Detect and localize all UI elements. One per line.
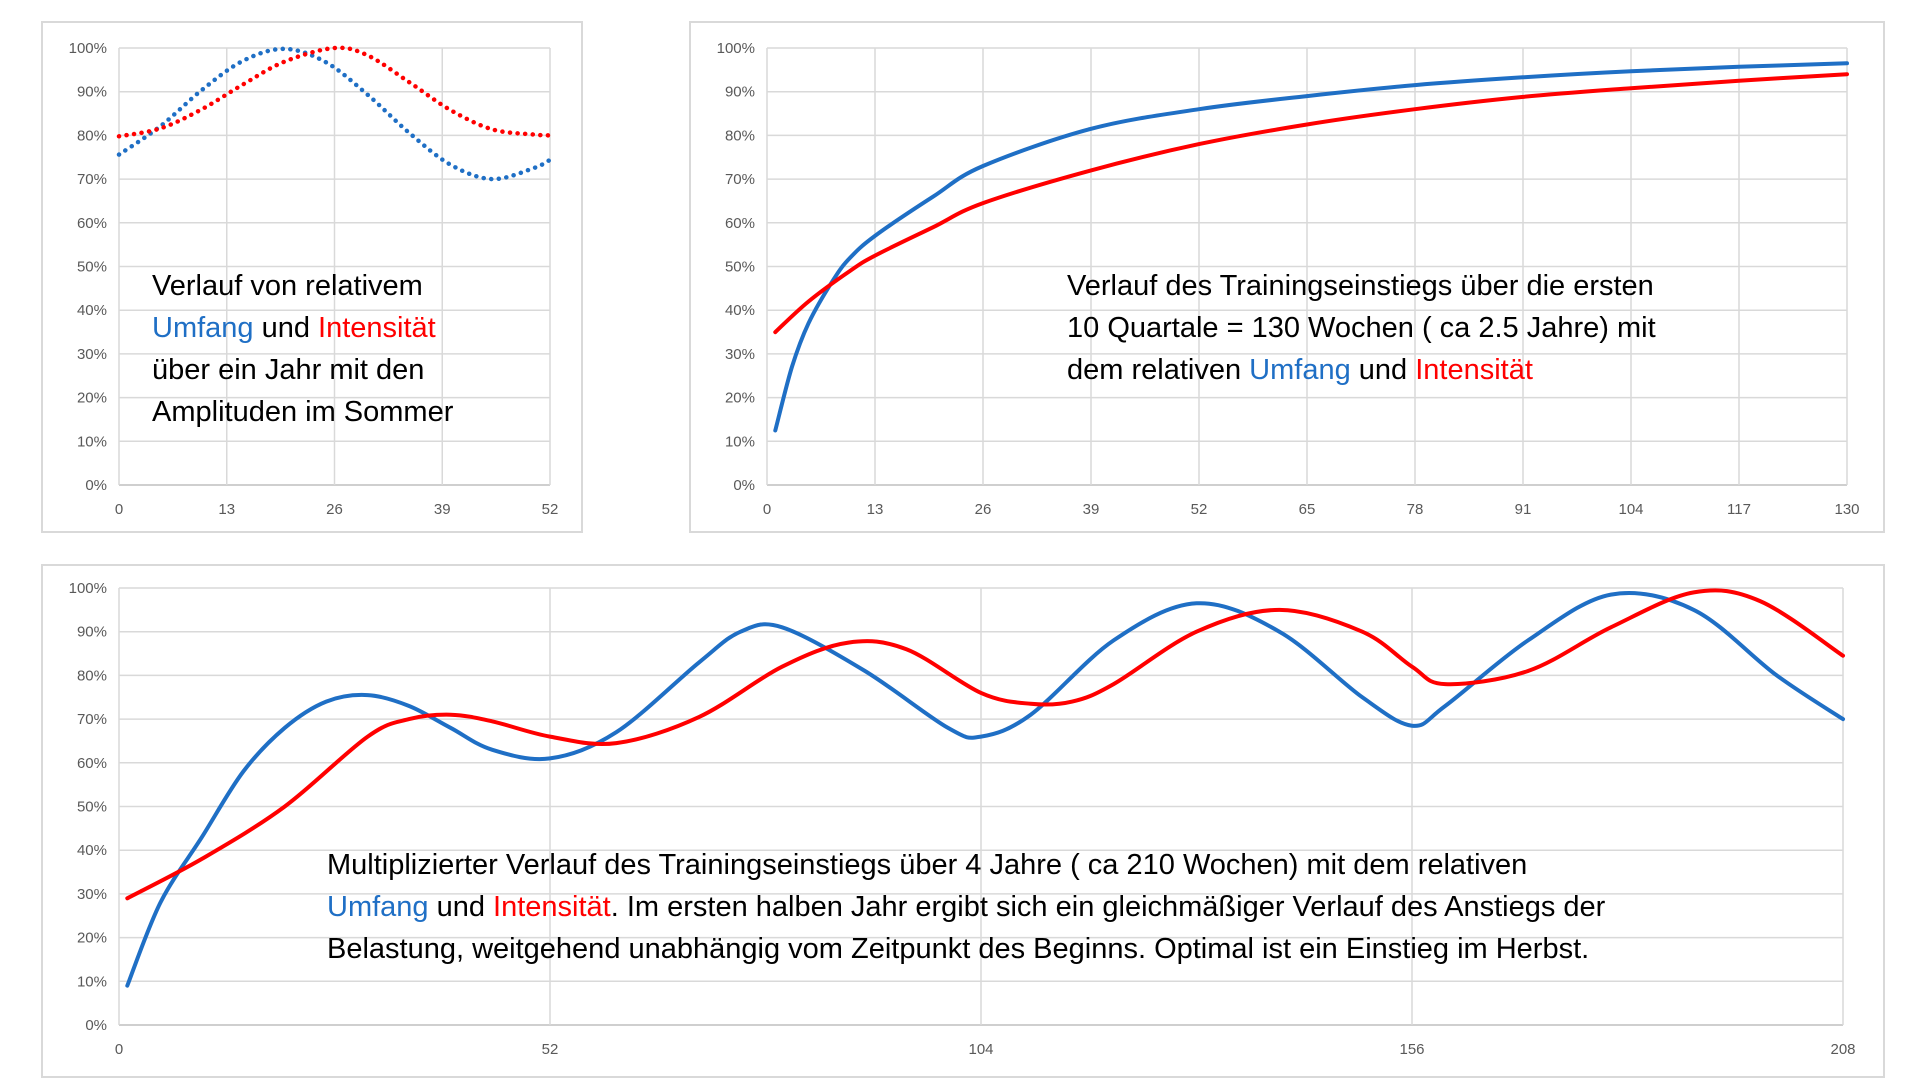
y-tick-label: 20%	[77, 390, 107, 407]
legend-intensitaet: Intensität	[493, 891, 611, 923]
y-tick-label: 0%	[85, 1017, 107, 1034]
legend-intensitaet: Intensität	[318, 312, 436, 344]
y-tick-label: 50%	[77, 799, 107, 816]
y-tick-label: 20%	[77, 930, 107, 947]
caption-line: Umfang und Intensität. Im ersten halben …	[327, 886, 1605, 928]
y-tick-label: 40%	[77, 842, 107, 859]
y-tick-label: 80%	[77, 127, 107, 144]
x-tick-label: 52	[542, 1041, 559, 1058]
x-tick-label: 26	[326, 501, 343, 518]
caption-line: Belastung, weitgehend unabhängig vom Zei…	[327, 933, 1590, 965]
y-tick-label: 80%	[725, 127, 755, 144]
x-tick-label: 0	[115, 1041, 123, 1058]
caption-text: und	[1350, 354, 1416, 386]
y-tick-label: 50%	[725, 259, 755, 276]
y-tick-label: 100%	[69, 40, 107, 57]
caption-text: und	[428, 891, 494, 923]
x-tick-label: 39	[1083, 501, 1100, 518]
y-tick-label: 90%	[77, 84, 107, 101]
y-tick-label: 0%	[733, 477, 755, 494]
chart-entry-svg: 0% 10% 20% 30% 40% 50% 60% 70% 80% 90% 100% 0 13 26 39…	[717, 40, 1860, 518]
y-tick-label: 90%	[77, 624, 107, 641]
chart-panel-entry: 0% 10% 20% 30% 40% 50% 60% 70% 80% 90% 100% 0 13 26 39…	[689, 21, 1885, 533]
x-tick-label: 13	[218, 501, 235, 518]
y-tick-label: 0%	[85, 477, 107, 494]
y-tick-label: 90%	[725, 84, 755, 101]
caption-line: Verlauf des Trainingseinstiegs über die …	[1067, 270, 1654, 302]
legend-intensitaet: Intensität	[1415, 354, 1533, 386]
y-tick-label: 30%	[77, 886, 107, 903]
chart-combined-svg: 0% 10% 20% 30% 40% 50% 60% 70% 80% 90% 100% 0 52 104 1…	[69, 580, 1856, 1058]
caption-combined: Multiplizierter Verlauf des Trainingsein…	[327, 844, 1605, 970]
chart-annual-svg: 0% 10% 20% 30% 40% 50% 60% 70% 80% 90% 100% 0 13 26 39…	[69, 40, 559, 518]
caption-line: 10 Quartale = 130 Wochen ( ca 2.5 Jahre)…	[1067, 312, 1656, 344]
legend-umfang: Umfang	[327, 891, 429, 923]
x-tick-label: 91	[1515, 501, 1532, 518]
y-tick-label: 60%	[725, 215, 755, 232]
x-tick-label: 78	[1407, 501, 1424, 518]
y-tick-label: 40%	[77, 302, 107, 319]
caption-line: Umfang und Intensität	[152, 307, 453, 349]
x-tick-label: 52	[1191, 501, 1208, 518]
series-intensitaet-line	[125, 588, 1845, 901]
x-tick-label: 0	[115, 501, 123, 518]
x-tick-label: 39	[434, 501, 451, 518]
y-tick-label: 40%	[725, 302, 755, 319]
y-tick-label: 10%	[725, 433, 755, 450]
x-tick-label: 104	[1618, 501, 1643, 518]
x-tick-label: 104	[968, 1041, 993, 1058]
y-tick-label: 80%	[77, 667, 107, 684]
y-tick-label: 10%	[77, 433, 107, 450]
y-tick-label: 30%	[725, 346, 755, 363]
y-tick-label: 100%	[69, 580, 107, 597]
caption-line: Verlauf von relativem	[152, 270, 423, 302]
series-intensitaet-line	[116, 45, 553, 139]
y-tick-label: 70%	[77, 171, 107, 188]
series-umfang-line	[125, 590, 1845, 988]
x-tick-label: 208	[1830, 1041, 1855, 1058]
x-tick-label: 130	[1834, 501, 1859, 518]
caption-text: dem relativen	[1067, 354, 1250, 386]
y-tick-label: 60%	[77, 215, 107, 232]
y-tick-label: 30%	[77, 346, 107, 363]
caption-text: . Im ersten halben Jahr ergibt sich ein …	[610, 891, 1606, 923]
series-intensitaet-line	[773, 72, 1849, 335]
y-tick-label: 20%	[725, 390, 755, 407]
x-tick-label: 13	[867, 501, 884, 518]
x-tick-label: 52	[542, 501, 559, 518]
y-tick-label: 50%	[77, 259, 107, 276]
x-tick-label: 26	[975, 501, 992, 518]
caption-entry: Verlauf des Trainingseinstiegs über die …	[1067, 265, 1656, 391]
legend-umfang: Umfang	[1249, 354, 1351, 386]
y-tick-label: 70%	[725, 171, 755, 188]
y-tick-label: 60%	[77, 755, 107, 772]
y-tick-label: 10%	[77, 973, 107, 990]
y-tick-label: 100%	[717, 40, 755, 57]
caption-line: über ein Jahr mit den	[152, 354, 425, 386]
x-tick-label: 117	[1727, 501, 1751, 518]
legend-umfang: Umfang	[152, 312, 254, 344]
chart-panel-annual: 0% 10% 20% 30% 40% 50% 60% 70% 80% 90% 100% 0 13 26 39…	[41, 21, 583, 533]
series-umfang-line	[116, 46, 553, 182]
x-tick-label: 65	[1299, 501, 1316, 518]
caption-text: und	[253, 312, 319, 344]
caption-line: Amplituden im Sommer	[152, 396, 454, 428]
caption-annual: Verlauf von relativem Umfang und Intensi…	[152, 265, 453, 433]
x-tick-label: 0	[763, 501, 771, 518]
chart-panel-combined: 0% 10% 20% 30% 40% 50% 60% 70% 80% 90% 100% 0 52 104 1…	[41, 564, 1885, 1078]
y-tick-label: 70%	[77, 711, 107, 728]
caption-line: Multiplizierter Verlauf des Trainingsein…	[327, 849, 1528, 881]
x-tick-label: 156	[1399, 1041, 1424, 1058]
caption-line: dem relativen Umfang und Intensität	[1067, 349, 1656, 391]
